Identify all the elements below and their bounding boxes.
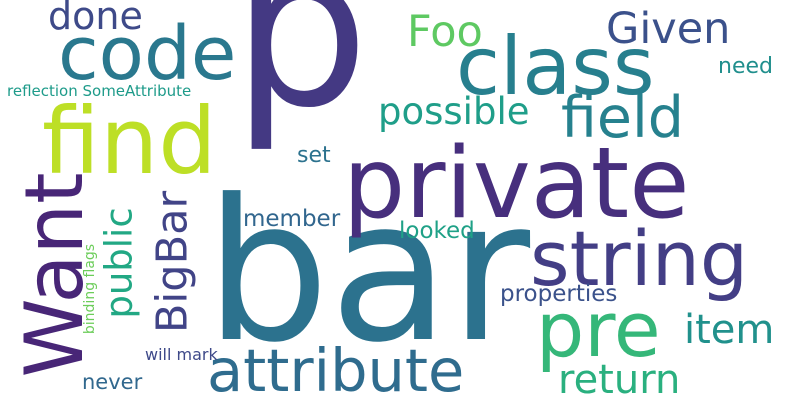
word-binding-flags: binding flags (82, 243, 98, 335)
word-done: done (48, 0, 143, 38)
word-properties: properties (500, 281, 618, 307)
word-item: item (684, 307, 775, 353)
word-set: set (297, 143, 331, 168)
word-class: class (456, 20, 655, 113)
word-looked: looked (399, 218, 475, 244)
word-p: p (232, 0, 370, 155)
word-member: member (243, 206, 341, 232)
word-attribute: attribute (207, 336, 465, 400)
word-pre: pre (536, 285, 661, 374)
word-bigbar: BigBar (147, 190, 198, 334)
word-bar: bar (205, 158, 531, 386)
word-reflection-someattribute: reflection SomeAttribute (7, 82, 192, 100)
word-return: return (558, 357, 681, 400)
word-possible: possible (378, 90, 530, 133)
word-need: need (718, 54, 773, 79)
word-string: string (530, 214, 749, 303)
word-field: field (561, 85, 684, 151)
word-foo: Foo (407, 7, 483, 57)
word-public: public (97, 207, 141, 319)
word-private: private (343, 127, 690, 241)
word-never: never (82, 370, 143, 394)
word-code: code (58, 11, 237, 97)
word-find: find (42, 88, 217, 195)
word-given: Given (606, 4, 731, 54)
word-will-mark: will mark (145, 345, 218, 364)
